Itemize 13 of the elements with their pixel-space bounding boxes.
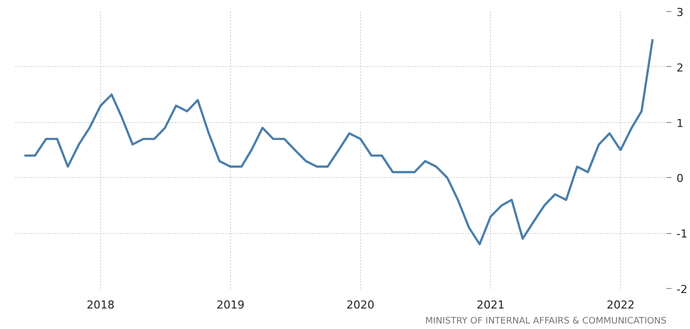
text: MINISTRY OF INTERNAL AFFAIRS & COMMUNICATIONS [425,316,667,326]
x-tick-label: 2022 [606,298,635,312]
x-tick-label: 2020 [346,298,374,312]
y-tick-label: -2 [676,283,688,296]
y-tick-label: 2 [676,61,684,74]
y-tick-label: 1 [676,116,684,130]
x-tick-label: 2019 [216,298,244,312]
y-tick-label: 3 [676,6,684,19]
y-tick-label: 0 [676,172,684,186]
x-tick-label: 2021 [476,298,505,312]
x-tick-label: 2018 [86,298,115,312]
line-series [23,38,654,246]
y-tick-label: -1 [676,228,688,241]
